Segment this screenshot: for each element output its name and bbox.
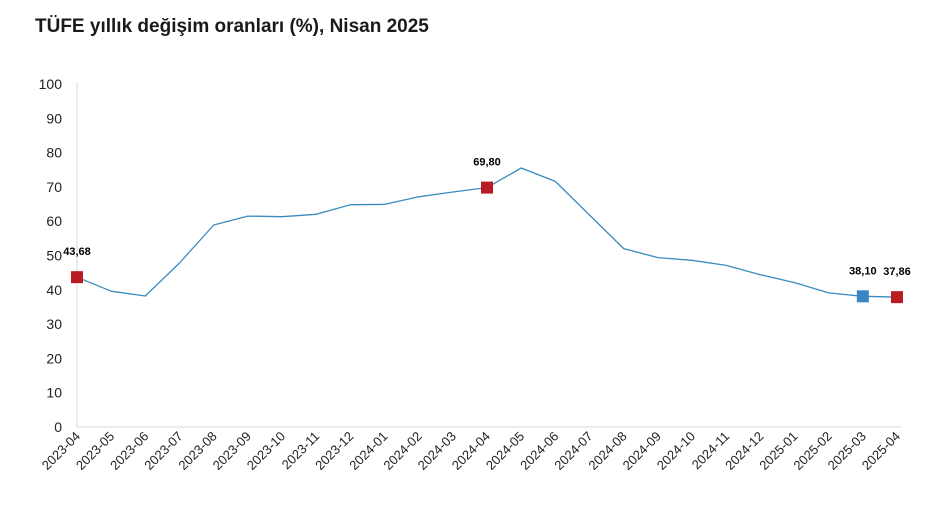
data-label: 43,68 [63,246,91,258]
y-tick-label: 0 [54,419,62,435]
x-tick-label: 2023-10 [244,429,288,473]
data-label: 38,10 [849,265,877,277]
highlight-marker [856,290,869,303]
y-axis-ticks: 0 10 20 30 40 50 60 70 80 90 100 [39,76,63,435]
y-tick-label: 40 [46,282,62,298]
y-tick-label: 90 [46,110,62,126]
data-label: 37,86 [883,266,911,278]
highlight-marker [891,291,903,304]
axes [76,82,901,428]
chart-title: TÜFE yıllık değişim oranları (%), Nisan … [35,16,429,37]
y-tick-label: 100 [39,76,63,92]
y-tick-label: 60 [46,213,62,229]
x-axis-ticks: 2023-042023-052023-062023-072023-082023-… [39,429,903,473]
data-label: 69,80 [473,157,501,169]
highlight-markers [71,181,903,304]
y-tick-label: 80 [46,145,62,161]
y-tick-label: 50 [46,248,62,264]
x-tick-label: 2025-04 [859,429,903,473]
highlight-marker [71,271,83,284]
y-tick-label: 30 [46,316,62,332]
y-tick-label: 70 [46,179,62,195]
y-tick-label: 10 [46,385,62,401]
data-labels: 43,68 69,80 38,10 37,86 [63,157,911,279]
highlight-marker [481,181,493,194]
x-tick-label: 2024-10 [654,429,698,473]
y-tick-label: 20 [46,350,62,366]
